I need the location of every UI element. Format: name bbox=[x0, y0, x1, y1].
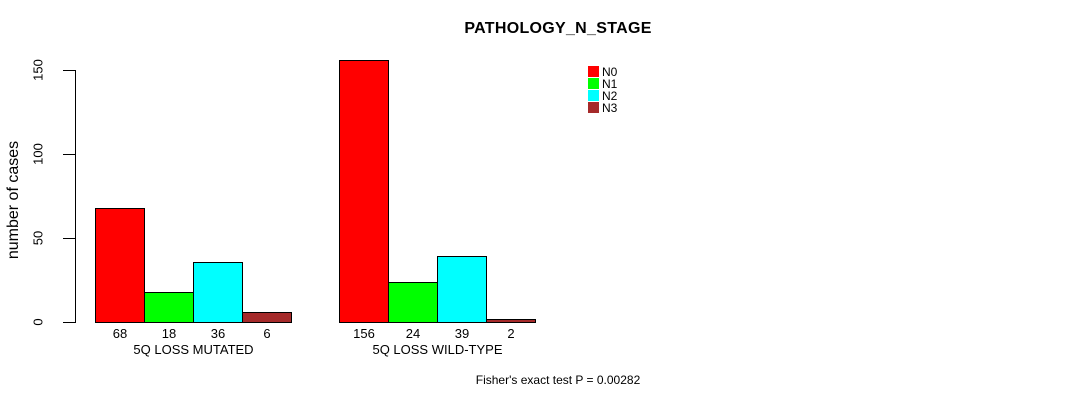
category-label: 5Q LOSS MUTATED bbox=[133, 342, 254, 357]
stat-annotation: Fisher's exact test P = 0.00282 bbox=[475, 373, 641, 387]
legend-swatch-n2 bbox=[588, 89, 599, 101]
legend-label: N1 bbox=[602, 76, 618, 91]
legend-swatch-n1 bbox=[588, 77, 599, 89]
bar-value-label: 36 bbox=[210, 326, 226, 341]
bar bbox=[486, 319, 536, 323]
bar-value-label: 39 bbox=[454, 326, 470, 341]
bar-value-label: 2 bbox=[507, 326, 515, 341]
legend-label: N2 bbox=[602, 88, 618, 103]
y-axis-tick bbox=[63, 322, 75, 323]
y-axis-line bbox=[75, 70, 76, 323]
y-axis-tick bbox=[63, 238, 75, 239]
bar bbox=[193, 262, 243, 323]
legend-label: N0 bbox=[602, 64, 618, 79]
legend-swatch-n0 bbox=[588, 65, 599, 77]
y-axis-tick bbox=[63, 70, 75, 71]
bar bbox=[437, 256, 487, 323]
chart-title: PATHOLOGY_N_STAGE bbox=[464, 20, 652, 37]
bar-value-label: 156 bbox=[353, 326, 375, 341]
bar bbox=[388, 282, 438, 323]
bar bbox=[242, 312, 292, 323]
bar-value-label: 6 bbox=[263, 326, 271, 341]
bar bbox=[95, 208, 145, 323]
legend-swatch-n3 bbox=[588, 102, 599, 114]
category-label: 5Q LOSS WILD-TYPE bbox=[372, 342, 503, 357]
bar-value-label: 18 bbox=[161, 326, 177, 341]
bar bbox=[339, 60, 389, 323]
bar-value-label: 24 bbox=[405, 326, 421, 341]
bar-value-label: 68 bbox=[112, 326, 128, 341]
y-axis-tick bbox=[63, 154, 75, 155]
legend-label: N3 bbox=[602, 101, 618, 116]
